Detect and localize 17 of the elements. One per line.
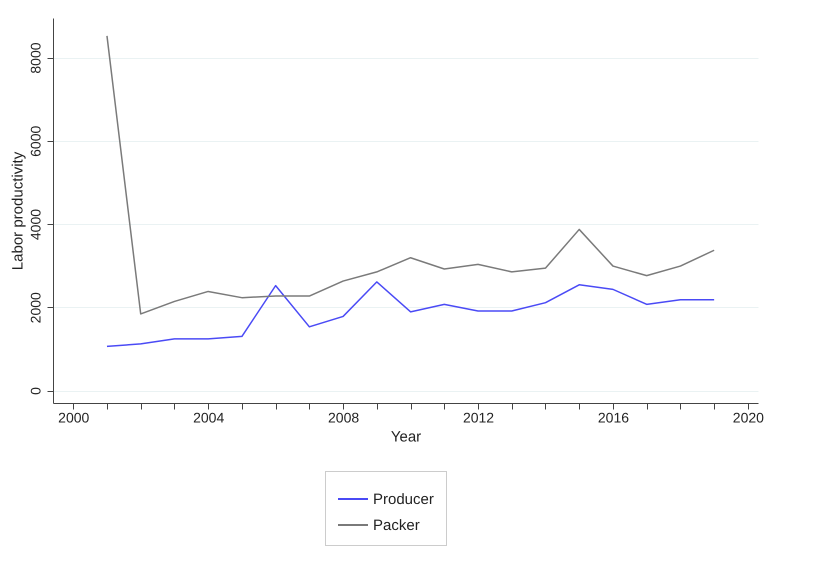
y-tick-label: 6000	[28, 126, 44, 157]
legend-label: Producer	[373, 491, 434, 508]
x-axis-title: Year	[390, 428, 422, 446]
x-tick-label: 2012	[462, 410, 494, 426]
legend-label: Packer	[373, 517, 420, 534]
x-tick-label: 2004	[193, 410, 224, 426]
y-tick-label: 2000	[28, 292, 44, 324]
line-series	[106, 35, 715, 315]
line-series	[106, 281, 715, 348]
x-tick-label: 2000	[58, 410, 90, 426]
y-tick-label: 4000	[28, 208, 44, 240]
y-axis-title: Labor productivity	[10, 151, 26, 270]
y-tick-label: 0	[28, 386, 44, 395]
x-tick-label: 2008	[328, 410, 360, 426]
y-tick-label: 8000	[28, 42, 44, 74]
x-tick-label: 2020	[732, 410, 764, 426]
x-tick-label: 2016	[598, 410, 630, 426]
